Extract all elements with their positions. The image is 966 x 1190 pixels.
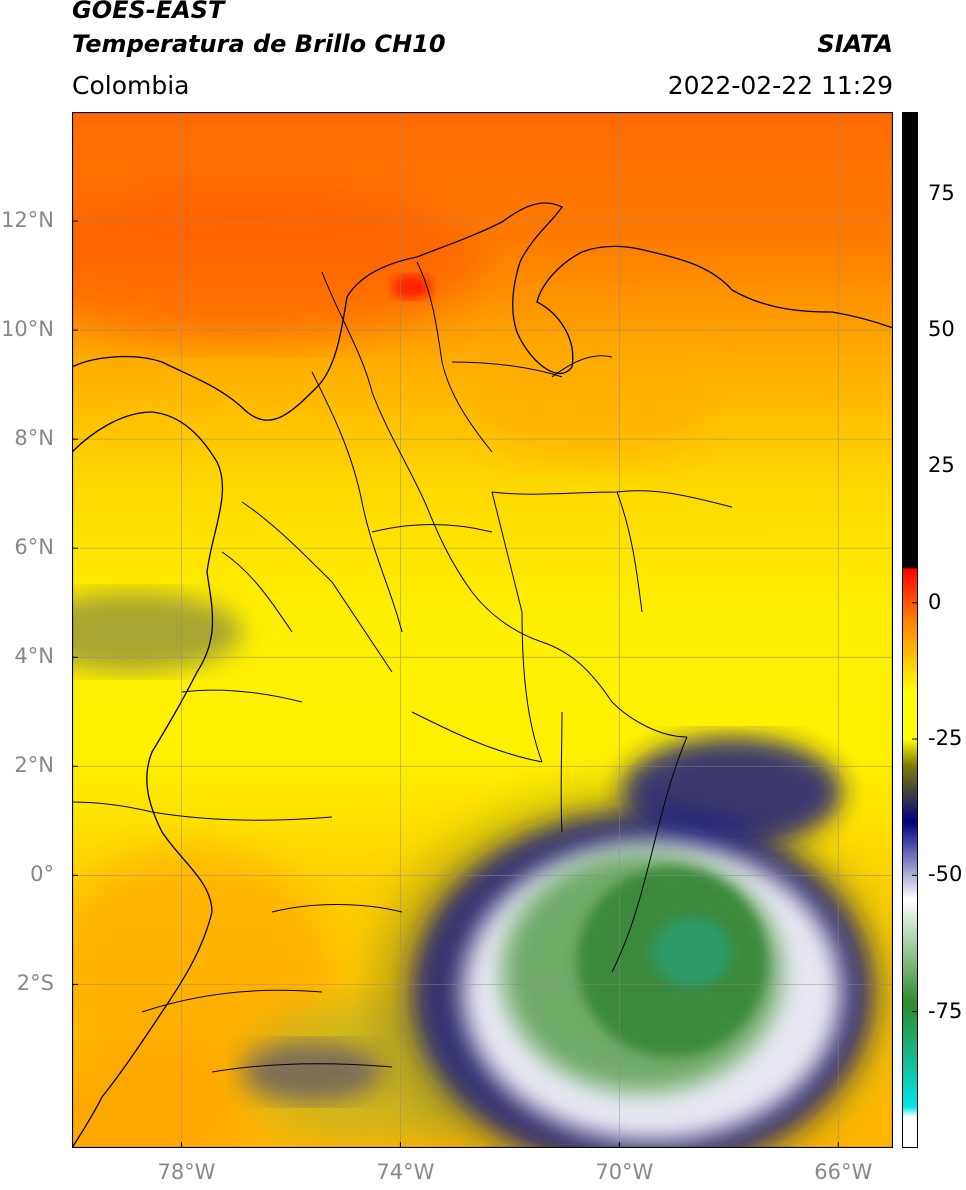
timestamp-label: 2022-02-22 11:29 bbox=[667, 71, 893, 100]
region-label: Colombia bbox=[72, 71, 190, 100]
colorbar-tick-label: -75 bbox=[928, 998, 963, 1023]
colorbar-tick-label: 50 bbox=[928, 317, 955, 342]
colorbar-tick-label: 0 bbox=[928, 589, 942, 614]
colorbar bbox=[902, 112, 918, 1148]
product-title: Temperatura de Brillo CH10 bbox=[72, 30, 446, 58]
colorbar-tick-label: 25 bbox=[928, 453, 955, 478]
lat-tick-label: 2°N bbox=[14, 753, 54, 778]
map-frame bbox=[71, 111, 894, 1149]
lat-tick-label: 12°N bbox=[1, 208, 54, 233]
satellite-map bbox=[2, 111, 894, 1190]
lat-tick-label: 4°N bbox=[14, 644, 54, 669]
lat-tick-label: 0° bbox=[30, 862, 54, 887]
lat-tick-label: 2°S bbox=[16, 971, 54, 996]
colorbar-ramp bbox=[902, 112, 918, 1148]
lat-tick-label: 6°N bbox=[14, 535, 54, 560]
lon-tick-label: 66°W bbox=[814, 1160, 873, 1184]
lon-tick-label: 70°W bbox=[595, 1160, 654, 1184]
colorbar-tick-label: -50 bbox=[928, 862, 963, 887]
lat-tick-label: 8°N bbox=[14, 426, 54, 451]
colorbar-frame bbox=[902, 112, 918, 1148]
lat-tick-label: 10°N bbox=[1, 317, 54, 342]
satellite-title: GOES-EAST bbox=[72, 0, 225, 24]
lon-tick-label: 78°W bbox=[157, 1160, 216, 1184]
boundaries bbox=[71, 261, 733, 1073]
colorbar-tick-label: 75 bbox=[928, 180, 955, 205]
coastline bbox=[71, 202, 894, 1149]
agency-label: SIATA bbox=[817, 30, 893, 58]
colorbar-tick-label: -25 bbox=[928, 726, 963, 751]
lon-tick-label: 74°W bbox=[376, 1160, 435, 1184]
